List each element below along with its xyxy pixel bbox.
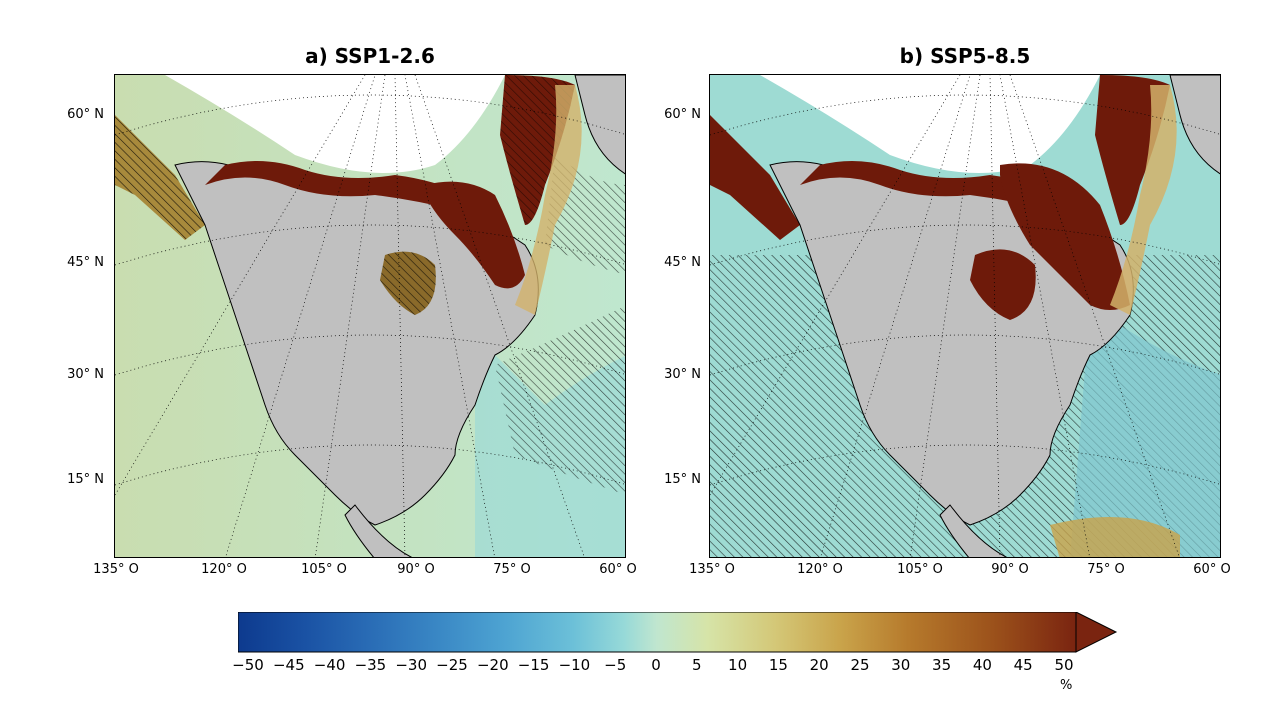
colorbar-extend-arrow <box>1075 612 1118 653</box>
graticule <box>710 75 1220 557</box>
colorbar-tick-label: 25 <box>850 656 870 674</box>
central-america-land <box>344 504 413 557</box>
arctic-ice <box>760 75 1100 173</box>
panel-a-title: a) SSP1-2.6 <box>305 44 435 68</box>
colorbar-tick-label: 20 <box>809 656 829 674</box>
colorbar-tick-label: −40 <box>313 656 346 674</box>
central-america-land <box>939 504 1008 557</box>
colorbar-tick-label: −10 <box>558 656 591 674</box>
map-a-svg <box>115 75 625 557</box>
lon-label: 120° O <box>201 562 247 577</box>
lat-label: 15° N <box>67 472 104 487</box>
map-b-svg <box>710 75 1220 557</box>
colorbar-tick-label: −25 <box>436 656 468 674</box>
colorbar-tick-label: 5 <box>692 656 702 674</box>
labrador-sea-anomaly <box>515 85 582 315</box>
arctic-coast-anomaly <box>205 161 465 210</box>
atlantic-negative <box>1070 305 1220 557</box>
atlantic-hatch <box>495 305 625 495</box>
lon-label: 135° O <box>689 562 735 577</box>
lon-label: 135° O <box>93 562 139 577</box>
arctic-coast-anomaly <box>800 161 1060 210</box>
colorbar-tick-label: −50 <box>232 656 264 674</box>
caribbean-anomaly <box>1050 517 1180 557</box>
lon-label: 105° O <box>301 562 347 577</box>
colorbar-tick-label: 50 <box>1054 656 1074 674</box>
alaska-hatch <box>115 115 205 240</box>
labrador-sea-anomaly <box>1110 85 1177 315</box>
greenland-land <box>574 75 625 175</box>
colorbar-tick-label: 45 <box>1013 656 1033 674</box>
lat-label: 45° N <box>67 255 104 270</box>
colorbar-tick-label: −35 <box>354 656 387 674</box>
lon-label: 90° O <box>991 562 1029 577</box>
lon-label: 75° O <box>493 562 531 577</box>
hudson-bay-hatch <box>380 251 436 315</box>
map-panel-a <box>114 74 626 558</box>
lat-label: 60° N <box>664 107 701 122</box>
lon-label: 120° O <box>797 562 843 577</box>
map-panel-b <box>709 74 1221 558</box>
hudson-bay <box>970 249 1036 320</box>
colorbar-tick-label: 10 <box>728 656 748 674</box>
colorbar-tick-label: −45 <box>272 656 305 674</box>
lon-label: 90° O <box>397 562 435 577</box>
colorbar <box>238 612 1118 653</box>
lon-label: 105° O <box>897 562 943 577</box>
colorbar-tick-label: 30 <box>891 656 911 674</box>
lat-label: 15° N <box>664 472 701 487</box>
colorbar-tick-label: −20 <box>476 656 509 674</box>
lat-label: 60° N <box>67 107 104 122</box>
lon-label: 60° O <box>1193 562 1231 577</box>
colorbar-tick-label: −30 <box>395 656 428 674</box>
arctic-ice <box>165 75 505 173</box>
colorbar-unit: % <box>1060 678 1073 693</box>
colorbar-gradient <box>238 612 1077 653</box>
lon-label: 75° O <box>1087 562 1125 577</box>
lon-label: 60° O <box>599 562 637 577</box>
hudson-region-anomaly <box>1000 163 1130 310</box>
colorbar-tick-label: 40 <box>972 656 992 674</box>
colorbar-tick-label: −15 <box>517 656 550 674</box>
panel-b-title: b) SSP5-8.5 <box>899 44 1031 68</box>
colorbar-tick-label: 15 <box>768 656 788 674</box>
greenland-land <box>1169 75 1220 175</box>
lat-label: 30° N <box>664 367 701 382</box>
graticule <box>115 75 625 557</box>
hudson-region-anomaly <box>425 181 525 289</box>
colorbar-tick-label: −5 <box>604 656 627 674</box>
colorbar-tick-label: 35 <box>932 656 952 674</box>
lat-label: 30° N <box>67 367 104 382</box>
lat-label: 45° N <box>664 255 701 270</box>
colorbar-tick-label: 0 <box>651 656 661 674</box>
alaska-coast-anomaly <box>710 115 800 240</box>
